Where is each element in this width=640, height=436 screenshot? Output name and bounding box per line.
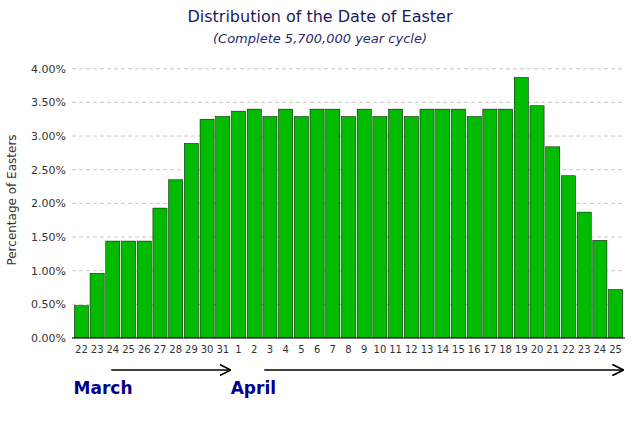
bar [200, 119, 214, 338]
y-tick-label: 2.00% [31, 197, 66, 210]
bar [373, 117, 387, 338]
x-tick-label: 14 [436, 344, 449, 355]
x-tick-label: 31 [216, 344, 229, 355]
x-tick-label: 22 [75, 344, 88, 355]
x-tick-label: 6 [314, 344, 320, 355]
bar [483, 109, 497, 338]
x-tick-label: 26 [138, 344, 151, 355]
y-axis-label: Percentage of Easters [5, 134, 19, 265]
y-tick-label: 1.50% [31, 231, 66, 244]
grid-line [72, 68, 625, 69]
month-arrow [111, 369, 229, 370]
x-tick-label: 24 [106, 344, 119, 355]
bar [231, 111, 245, 338]
y-tick-label: 3.00% [31, 130, 66, 143]
x-tick-label: 4 [282, 344, 288, 355]
bar [561, 176, 575, 338]
x-tick-label: 23 [91, 344, 104, 355]
bar [153, 208, 167, 338]
bar [169, 180, 183, 338]
x-tick-label: 10 [374, 344, 387, 355]
bar [121, 241, 135, 338]
bar [137, 241, 151, 338]
bar [546, 147, 560, 338]
x-tick-label: 13 [421, 344, 434, 355]
bar [74, 306, 88, 338]
x-tick-label: 18 [499, 344, 512, 355]
bar [404, 117, 418, 338]
bar [514, 77, 528, 338]
bar [279, 109, 293, 338]
bar [294, 117, 308, 338]
grid-line [72, 338, 625, 339]
bar [357, 109, 371, 338]
bar [467, 117, 481, 338]
x-tick-label: 24 [593, 344, 606, 355]
chart-svg: Distribution of the Date of Easter (Compl… [0, 0, 640, 436]
month-label: April [231, 378, 276, 398]
x-tick-label: 25 [122, 344, 135, 355]
bar [577, 212, 591, 338]
chart-subtitle: (Complete 5,700,000 year cycle) [213, 31, 427, 46]
y-tick-label: 0.50% [31, 298, 66, 311]
x-tick-label: 20 [531, 344, 544, 355]
chart-container: Distribution of the Date of Easter (Compl… [0, 0, 640, 436]
y-tick-label: 4.00% [31, 63, 66, 76]
x-tick-label: 22 [562, 344, 575, 355]
x-tick-label: 17 [484, 344, 497, 355]
x-tick-label: 12 [405, 344, 418, 355]
x-tick-label: 16 [468, 344, 481, 355]
x-tick-label: 11 [389, 344, 402, 355]
bar [499, 109, 513, 338]
bar [216, 117, 230, 338]
bar [106, 241, 120, 338]
grid [72, 69, 625, 338]
x-tick-label: 1 [235, 344, 241, 355]
x-tick-label: 5 [298, 344, 304, 355]
month-arrow [264, 369, 622, 370]
bar [436, 109, 450, 338]
y-tick-label: 0.00% [31, 332, 66, 345]
grid-line [72, 102, 625, 103]
x-tick-label: 15 [452, 344, 465, 355]
x-tick-label: 27 [154, 344, 167, 355]
x-tick-label: 30 [201, 344, 214, 355]
bar [530, 106, 544, 338]
x-tick-label: 2 [251, 344, 257, 355]
bar [184, 143, 198, 338]
x-tick-label: 28 [169, 344, 182, 355]
x-axis-line [72, 338, 625, 339]
chart-title: Distribution of the Date of Easter [187, 7, 452, 26]
y-tick-label: 2.50% [31, 164, 66, 177]
x-tick-label: 19 [515, 344, 528, 355]
x-tick-label: 21 [546, 344, 559, 355]
bar [326, 109, 340, 338]
bar [609, 290, 623, 338]
bar [90, 273, 104, 338]
x-tick-label: 23 [578, 344, 591, 355]
bar [451, 109, 465, 338]
y-tick-label: 1.00% [31, 265, 66, 278]
x-tick-label: 7 [330, 344, 336, 355]
x-tick-label: 29 [185, 344, 198, 355]
bar [593, 240, 607, 338]
bar [341, 117, 355, 338]
bar [420, 109, 434, 338]
bar [247, 109, 261, 338]
bar [310, 109, 324, 338]
x-tick-label: 3 [267, 344, 273, 355]
bar [389, 109, 403, 338]
y-tick-label: 3.50% [31, 96, 66, 109]
x-tick-label: 25 [609, 344, 622, 355]
month-label: March [74, 378, 133, 398]
bar [263, 117, 277, 338]
bars [74, 77, 622, 338]
x-tick-label: 8 [345, 344, 351, 355]
x-tick-label: 9 [361, 344, 367, 355]
